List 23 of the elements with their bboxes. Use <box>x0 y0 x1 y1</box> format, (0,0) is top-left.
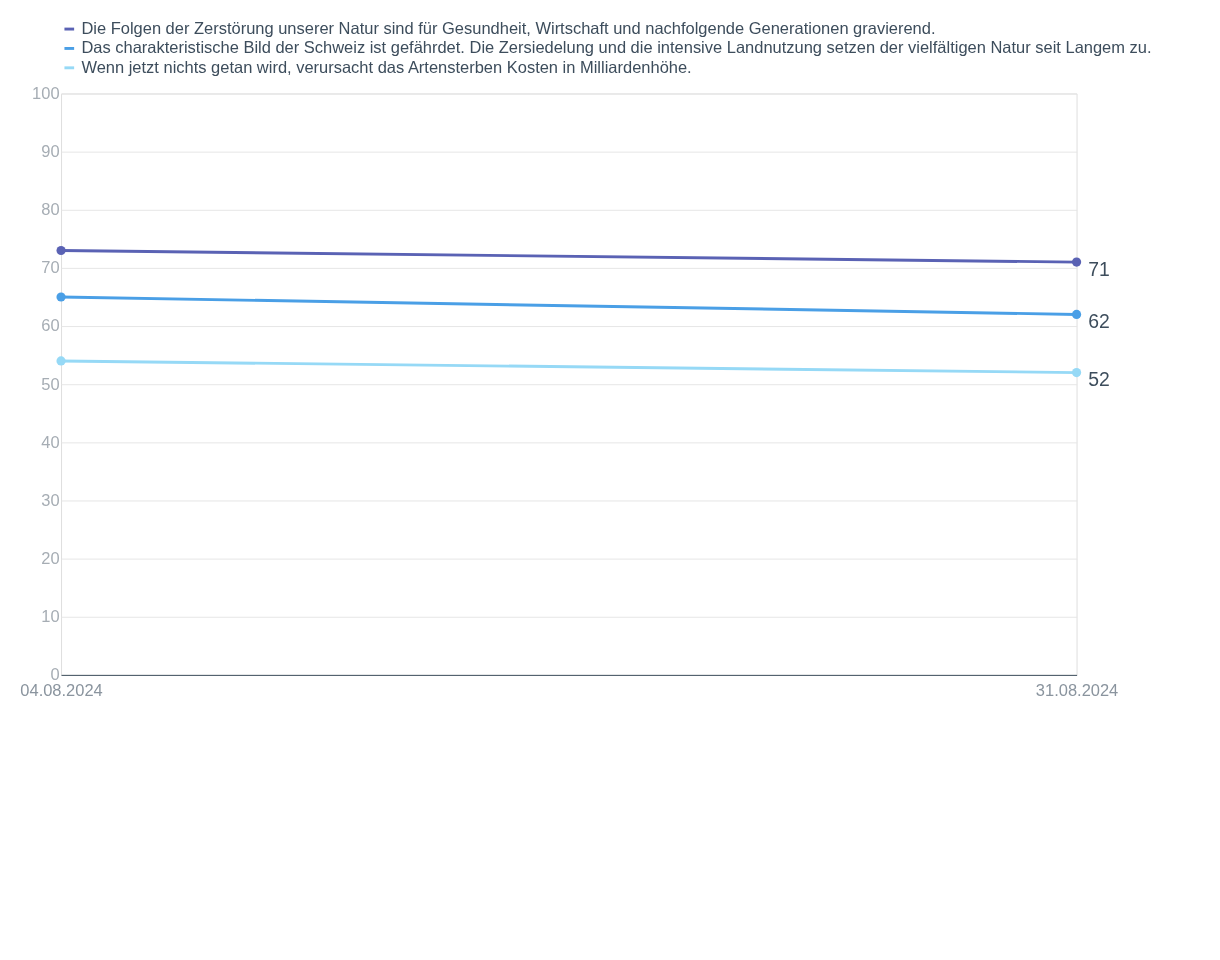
y-tick-label: 90 <box>41 141 60 160</box>
point <box>1071 367 1082 378</box>
y-tick-label: 10 <box>41 607 60 626</box>
point <box>1071 309 1082 320</box>
y-tick-label: 30 <box>41 490 60 509</box>
data-label: 71 <box>1088 257 1110 280</box>
y-tick-label: 80 <box>41 200 60 219</box>
point <box>1071 257 1082 267</box>
y-tick-label: 100 <box>32 83 60 102</box>
data-label: 52 <box>1088 368 1110 391</box>
y-tick-label: 50 <box>41 374 60 393</box>
y-tick-label: 20 <box>41 548 60 567</box>
legend-label: Wenn jetzt nichts getan wird, verursacht das Artensterben Kosten in Milliardenhöhe. <box>81 57 692 76</box>
x-tick-label: 31.08.2024 <box>1035 680 1119 699</box>
legend-label: Die Folgen der Zerstörung unserer Natur sind für Gesundheit, Wirtschaft und nachfolgende Generationen gravierend. <box>81 18 936 37</box>
point <box>56 292 66 302</box>
y-tick-label: 40 <box>41 432 60 451</box>
point <box>56 245 66 256</box>
y-tick-label: 70 <box>41 258 60 277</box>
point <box>56 356 66 366</box>
data-label: 62 <box>1088 310 1110 333</box>
legend-label: Das charakteristische Bild der Schweiz ist gefährdet. Die Zersiedelung und die intensive Landnutzung setzen der vielfältigen Natur seit Langem zu. <box>81 38 1152 57</box>
y-tick-label: 60 <box>41 316 60 335</box>
